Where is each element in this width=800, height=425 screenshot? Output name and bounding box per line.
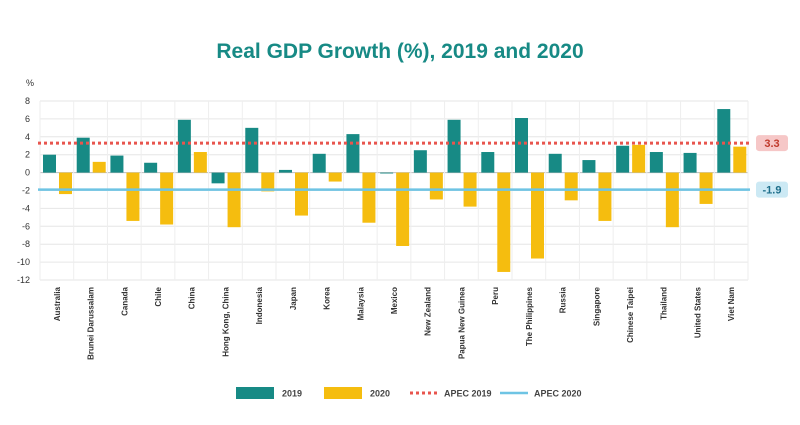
bar-2019-5: [211, 172, 225, 184]
bar-2020-0: [59, 172, 72, 195]
bar-2019-10: [380, 172, 394, 174]
bar-2019-1: [76, 137, 90, 173]
chart-title: Real GDP Growth (%), 2019 and 2020: [216, 40, 584, 63]
y-tick-label: 2: [25, 150, 30, 160]
category-label: Hong Kong, China: [221, 286, 230, 356]
bar-2019-13: [481, 152, 495, 173]
category-label: Singapore: [592, 286, 601, 326]
bar-2020-20: [733, 146, 747, 173]
y-tick-label: -10: [17, 257, 30, 267]
y-tick-label: 6: [25, 114, 30, 124]
category-label: Russia: [559, 286, 568, 313]
legend-label: 2020: [370, 389, 390, 399]
bar-2019-17: [616, 145, 630, 173]
bar-2020-15: [564, 172, 578, 201]
bar-2020-10: [396, 172, 410, 246]
reference-lines: 3.3 -1.9: [38, 135, 788, 198]
category-label: Chinese Taipei: [626, 287, 635, 343]
bar-2020-4: [193, 152, 207, 173]
y-tick-label: 0: [25, 168, 30, 178]
y-tick-label: -6: [22, 221, 30, 231]
y-tick-label: -8: [22, 239, 30, 249]
reference-value-label: 3.3: [764, 138, 779, 150]
category-label: New Zealand: [424, 287, 433, 336]
bar-2020-13: [497, 172, 511, 272]
reference-value-label: -1.9: [763, 185, 782, 197]
bar-2019-0: [43, 154, 56, 173]
category-label: United States: [693, 286, 702, 338]
category-label: The Philippines: [525, 286, 534, 346]
bar-2019-12: [447, 119, 461, 173]
reference-badge-1: [756, 181, 788, 198]
category-label: Chile: [154, 286, 163, 306]
bar-2019-19: [683, 152, 697, 173]
bar-2020-5: [227, 172, 241, 228]
legend-label: APEC 2020: [534, 389, 582, 399]
bar-2020-3: [160, 172, 174, 225]
category-label: Korea: [323, 286, 332, 309]
bar-2019-20: [717, 109, 731, 173]
bar-2020-19: [699, 172, 713, 204]
category-label: Mexico: [390, 287, 399, 314]
y-axis: 8 6 4 2 0 -2 -4 -6 -8 -10 -12: [17, 96, 30, 285]
bar-2019-6: [245, 127, 259, 173]
category-label: China: [188, 286, 197, 309]
bar-2020-18: [665, 172, 679, 228]
category-label: Malaysia: [356, 286, 365, 320]
y-tick-label: -12: [17, 275, 30, 285]
category-label: Papua New Guinea: [457, 286, 466, 359]
y-axis-unit: %: [26, 78, 34, 88]
bar-2019-16: [582, 160, 596, 173]
bar-2020-11: [429, 172, 443, 200]
y-tick-label: -2: [22, 186, 30, 196]
bar-2019-9: [346, 134, 360, 173]
bar-2019-2: [110, 155, 124, 173]
bar-2020-16: [598, 172, 612, 221]
bar-2020-9: [362, 172, 376, 223]
legend: 2019 2020 APEC 2019 APEC 2020: [236, 387, 582, 399]
bar-2019-3: [144, 162, 158, 173]
bar-2020-6: [261, 172, 275, 192]
legend-label: APEC 2019: [444, 389, 492, 399]
bar-2019-11: [413, 150, 427, 173]
bar-2020-14: [531, 172, 544, 259]
legend-swatch-2020: [324, 387, 362, 399]
y-tick-label: -4: [22, 203, 30, 213]
x-axis: Australia Brunei Darussalam Canada Chile Chi…: [53, 286, 736, 359]
legend-swatch-2019: [236, 387, 274, 399]
category-label: Thailand: [660, 287, 669, 320]
category-label: Indonesia: [255, 286, 264, 324]
bar-2020-7: [295, 172, 308, 216]
category-label: Japan: [289, 287, 298, 310]
y-tick-label: 8: [25, 96, 30, 106]
bar-2019-7: [279, 169, 292, 173]
category-label: Australia: [53, 286, 62, 321]
reference-badge-0: [756, 135, 788, 152]
bar-2020-17: [632, 144, 646, 173]
bar-2019-18: [649, 152, 663, 173]
y-tick-label: 4: [25, 132, 30, 142]
bar-2019-4: [177, 119, 191, 173]
bar-2019-14: [515, 118, 528, 173]
category-label: Canada: [120, 286, 129, 315]
bar-2020-2: [126, 172, 140, 221]
bar-2020-1: [92, 161, 106, 173]
bar-2020-8: [328, 172, 342, 182]
legend-label: 2019: [282, 389, 302, 399]
category-label: Brunei Darussalam: [87, 287, 96, 360]
category-label: Viet Nam: [727, 287, 736, 321]
bar-2019-15: [548, 153, 562, 173]
grid-lines: [39, 100, 749, 281]
bars: [43, 109, 747, 272]
category-label: Peru: [491, 287, 500, 305]
bar-2019-8: [312, 153, 326, 173]
